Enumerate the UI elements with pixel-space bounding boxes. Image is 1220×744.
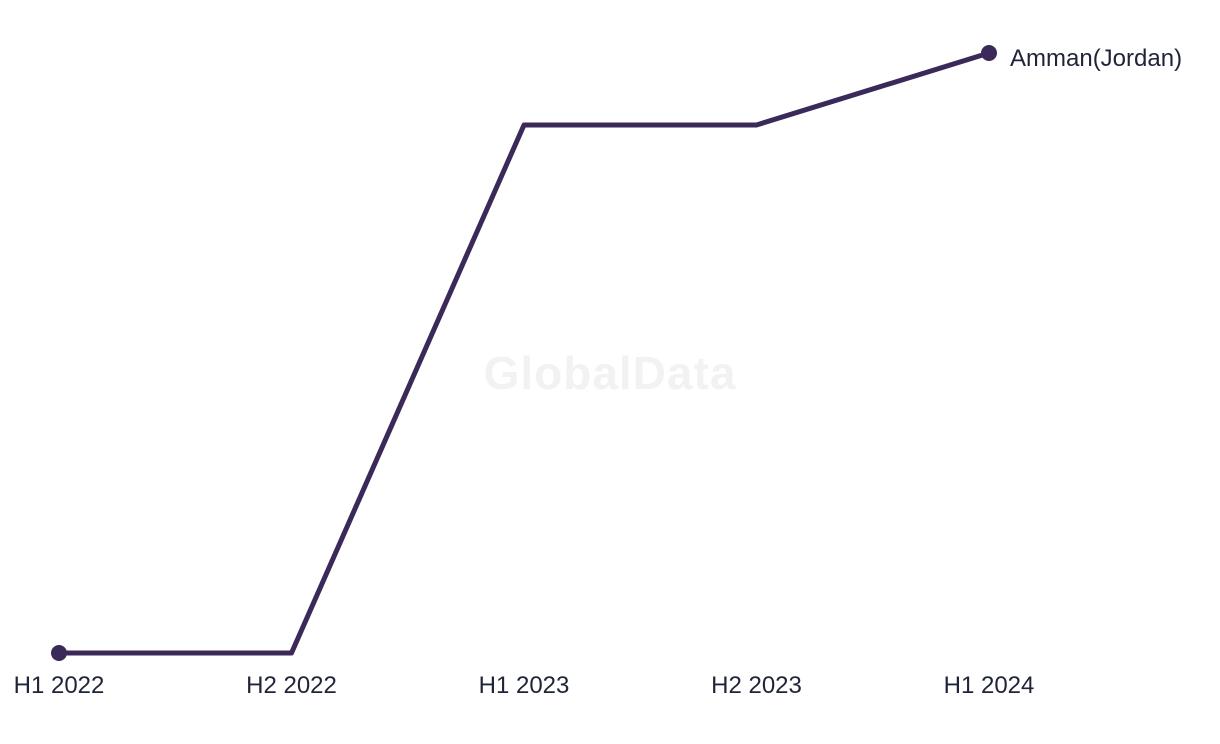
series-label-amman-jordan: Amman(Jordan) — [1010, 45, 1183, 72]
x-axis-label-h1-2024: H1 2024 — [943, 672, 1035, 699]
globaldata-watermark: GlobalData — [483, 347, 737, 399]
trend-line — [56, 50, 992, 656]
end-point-marker — [981, 45, 997, 61]
x-axis-label-h1-2022: H1 2022 — [13, 672, 105, 699]
x-axis-label-h2-2023: H2 2023 — [711, 672, 802, 699]
x-axis-label-h1-2023: H1 2023 — [478, 672, 570, 699]
x-axis-label-h2-2022: H2 2022 — [246, 672, 337, 699]
start-point-marker — [51, 645, 67, 661]
